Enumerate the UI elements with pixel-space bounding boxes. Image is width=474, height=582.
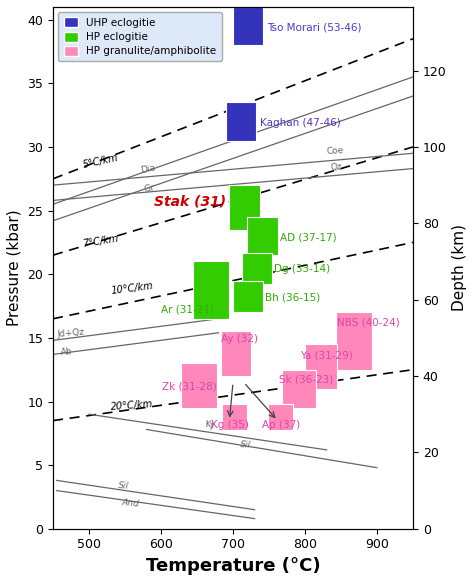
Text: And: And: [121, 498, 140, 509]
X-axis label: Temperature (°C): Temperature (°C): [146, 557, 320, 575]
Bar: [247, 217, 278, 255]
Legend: UHP eclogitie, HP eclogitie, HP granulite/amphibolite: UHP eclogitie, HP eclogitie, HP granulit…: [58, 12, 222, 62]
Text: Jd+Qz: Jd+Qz: [57, 328, 85, 339]
Bar: [221, 332, 251, 376]
Text: 10°C/km: 10°C/km: [110, 281, 154, 296]
Bar: [181, 363, 217, 408]
Text: 20°C/km: 20°C/km: [110, 399, 154, 411]
Text: Stak (31): Stak (31): [154, 194, 226, 208]
Text: Ky: Ky: [204, 420, 216, 430]
Y-axis label: Depth (km): Depth (km): [452, 225, 467, 311]
Bar: [222, 404, 247, 430]
Text: Kg (35): Kg (35): [211, 420, 249, 430]
Text: Dg (33-14): Dg (33-14): [274, 264, 330, 274]
Text: Sil: Sil: [118, 481, 129, 491]
Bar: [305, 344, 337, 389]
Text: NBS (40-24): NBS (40-24): [337, 318, 400, 328]
Bar: [233, 281, 263, 313]
Text: Ya (31-29): Ya (31-29): [300, 351, 353, 361]
Text: Gr: Gr: [143, 183, 155, 194]
Text: Kaghan (47-46): Kaghan (47-46): [260, 118, 341, 128]
Text: 7°C/km: 7°C/km: [82, 233, 119, 249]
Text: Zk (31-28): Zk (31-28): [162, 381, 217, 391]
Text: AD (37-17): AD (37-17): [280, 232, 337, 243]
Bar: [267, 404, 293, 430]
Bar: [282, 370, 317, 408]
Text: Ab: Ab: [60, 347, 73, 357]
Bar: [226, 102, 256, 141]
Y-axis label: Pressure (kbar): Pressure (kbar): [7, 210, 22, 326]
Bar: [229, 185, 260, 230]
Text: Ar (31-21): Ar (31-21): [161, 305, 214, 315]
Bar: [242, 253, 272, 285]
Bar: [233, 1, 263, 45]
Bar: [336, 313, 372, 370]
Text: Ay (32): Ay (32): [221, 334, 258, 344]
Text: 5°C/km: 5°C/km: [82, 152, 119, 170]
Bar: [193, 261, 229, 319]
Text: Ap (37): Ap (37): [262, 420, 300, 430]
Text: Bh (36-15): Bh (36-15): [265, 292, 320, 302]
Text: Dia: Dia: [139, 164, 156, 175]
Text: Tso Morari (53-46): Tso Morari (53-46): [267, 22, 362, 33]
Text: Sil: Sil: [240, 440, 252, 450]
Text: Sk (36-23): Sk (36-23): [279, 375, 333, 385]
Text: Coe: Coe: [327, 146, 345, 156]
Text: Qz: Qz: [330, 163, 342, 172]
